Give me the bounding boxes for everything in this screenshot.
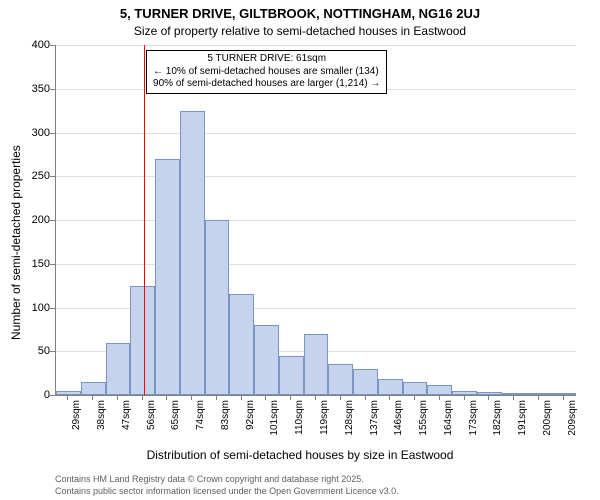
x-tick-label: 38sqm	[96, 400, 107, 440]
grid-line	[56, 264, 576, 265]
credit-line-2: Contains public sector information licen…	[55, 486, 399, 496]
x-axis-label: Distribution of semi-detached houses by …	[0, 448, 600, 462]
y-tick-mark	[50, 89, 55, 90]
x-tick-label: 29sqm	[71, 400, 82, 440]
credit-line-1: Contains HM Land Registry data © Crown c…	[55, 474, 364, 484]
x-tick-label: 164sqm	[443, 400, 454, 440]
x-tick-mark	[67, 395, 68, 400]
y-tick-mark	[50, 45, 55, 46]
grid-line	[56, 45, 576, 46]
histogram-bar	[229, 294, 254, 395]
y-tick-label: 100	[10, 302, 50, 314]
y-tick-mark	[50, 176, 55, 177]
histogram-bar	[155, 159, 180, 395]
x-tick-label: 191sqm	[517, 400, 528, 440]
histogram-bar	[180, 111, 205, 395]
annotation-line3: 90% of semi-detached houses are larger (…	[153, 78, 380, 91]
x-tick-label: 128sqm	[344, 400, 355, 440]
x-tick-mark	[265, 395, 266, 400]
x-tick-label: 92sqm	[245, 400, 256, 440]
annotation-box: 5 TURNER DRIVE: 61sqm← 10% of semi-detac…	[146, 50, 387, 94]
x-tick-label: 101sqm	[269, 400, 280, 440]
histogram-bar	[502, 393, 527, 395]
x-tick-label: 47sqm	[121, 400, 132, 440]
x-tick-mark	[488, 395, 489, 400]
y-tick-label: 350	[10, 83, 50, 95]
y-tick-mark	[50, 395, 55, 396]
x-tick-mark	[216, 395, 217, 400]
histogram-bar	[106, 343, 131, 396]
x-tick-label: 65sqm	[170, 400, 181, 440]
x-tick-label: 74sqm	[195, 400, 206, 440]
x-tick-mark	[117, 395, 118, 400]
y-tick-label: 150	[10, 258, 50, 270]
plot-area: 5 TURNER DRIVE: 61sqm← 10% of semi-detac…	[55, 45, 576, 396]
grid-line	[56, 176, 576, 177]
x-tick-mark	[464, 395, 465, 400]
x-tick-label: 173sqm	[468, 400, 479, 440]
grid-line	[56, 220, 576, 221]
histogram-bar	[403, 382, 428, 395]
y-axis-label: Number of semi-detached properties	[9, 25, 23, 220]
x-tick-mark	[92, 395, 93, 400]
x-tick-label: 110sqm	[294, 400, 305, 440]
y-tick-mark	[50, 133, 55, 134]
histogram-bar	[452, 391, 477, 395]
x-tick-mark	[513, 395, 514, 400]
x-tick-mark	[191, 395, 192, 400]
chart-container: 5, TURNER DRIVE, GILTBROOK, NOTTINGHAM, …	[0, 0, 600, 500]
x-tick-label: 182sqm	[492, 400, 503, 440]
histogram-bar	[130, 286, 155, 395]
y-tick-mark	[50, 264, 55, 265]
y-tick-label: 300	[10, 127, 50, 139]
x-tick-mark	[439, 395, 440, 400]
x-tick-mark	[389, 395, 390, 400]
x-tick-mark	[563, 395, 564, 400]
x-tick-label: 209sqm	[567, 400, 578, 440]
y-tick-label: 200	[10, 214, 50, 226]
y-tick-mark	[50, 351, 55, 352]
histogram-bar	[254, 325, 279, 395]
x-tick-label: 137sqm	[369, 400, 380, 440]
histogram-bar	[526, 393, 551, 395]
x-tick-mark	[166, 395, 167, 400]
chart-title-line1: 5, TURNER DRIVE, GILTBROOK, NOTTINGHAM, …	[0, 6, 600, 21]
x-tick-label: 83sqm	[220, 400, 231, 440]
y-tick-mark	[50, 308, 55, 309]
grid-line	[56, 133, 576, 134]
x-tick-label: 119sqm	[319, 400, 330, 440]
histogram-bar	[81, 382, 106, 395]
y-tick-label: 400	[10, 39, 50, 51]
x-tick-mark	[365, 395, 366, 400]
x-tick-label: 200sqm	[542, 400, 553, 440]
y-tick-label: 0	[10, 389, 50, 401]
y-tick-label: 50	[10, 345, 50, 357]
x-tick-mark	[241, 395, 242, 400]
histogram-bar	[279, 356, 304, 395]
x-tick-label: 56sqm	[146, 400, 157, 440]
y-tick-label: 250	[10, 170, 50, 182]
histogram-bar	[427, 385, 452, 396]
x-tick-mark	[142, 395, 143, 400]
histogram-bar	[304, 334, 329, 395]
x-tick-mark	[538, 395, 539, 400]
y-tick-mark	[50, 220, 55, 221]
x-tick-label: 146sqm	[393, 400, 404, 440]
histogram-bar	[477, 392, 502, 395]
chart-title-line2: Size of property relative to semi-detach…	[0, 24, 600, 38]
x-tick-mark	[315, 395, 316, 400]
x-tick-label: 155sqm	[418, 400, 429, 440]
histogram-bar	[328, 364, 353, 395]
x-tick-mark	[340, 395, 341, 400]
histogram-bar	[551, 393, 576, 395]
annotation-line2: ← 10% of semi-detached houses are smalle…	[153, 66, 380, 79]
histogram-bar	[378, 379, 403, 395]
x-tick-mark	[414, 395, 415, 400]
histogram-bar	[353, 369, 378, 395]
annotation-line1: 5 TURNER DRIVE: 61sqm	[153, 53, 380, 66]
histogram-bar	[205, 220, 230, 395]
reference-line	[144, 45, 145, 395]
histogram-bar	[56, 391, 81, 395]
x-tick-mark	[290, 395, 291, 400]
